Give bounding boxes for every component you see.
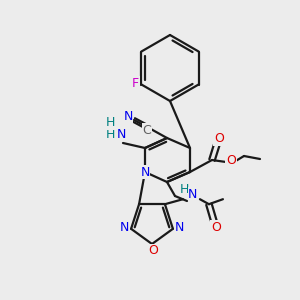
Text: H: H — [105, 128, 115, 140]
Text: N: N — [188, 188, 198, 201]
Text: N: N — [140, 166, 150, 178]
Text: N: N — [175, 221, 184, 234]
Text: N: N — [116, 128, 126, 140]
Text: O: O — [148, 244, 158, 257]
Text: H: H — [105, 116, 115, 130]
Text: O: O — [214, 133, 224, 146]
Text: C: C — [142, 124, 152, 136]
Text: H: H — [180, 183, 190, 196]
Text: O: O — [226, 154, 236, 166]
Text: N: N — [119, 221, 129, 234]
Text: N: N — [123, 110, 133, 122]
Text: F: F — [132, 77, 139, 90]
Text: O: O — [211, 221, 221, 234]
